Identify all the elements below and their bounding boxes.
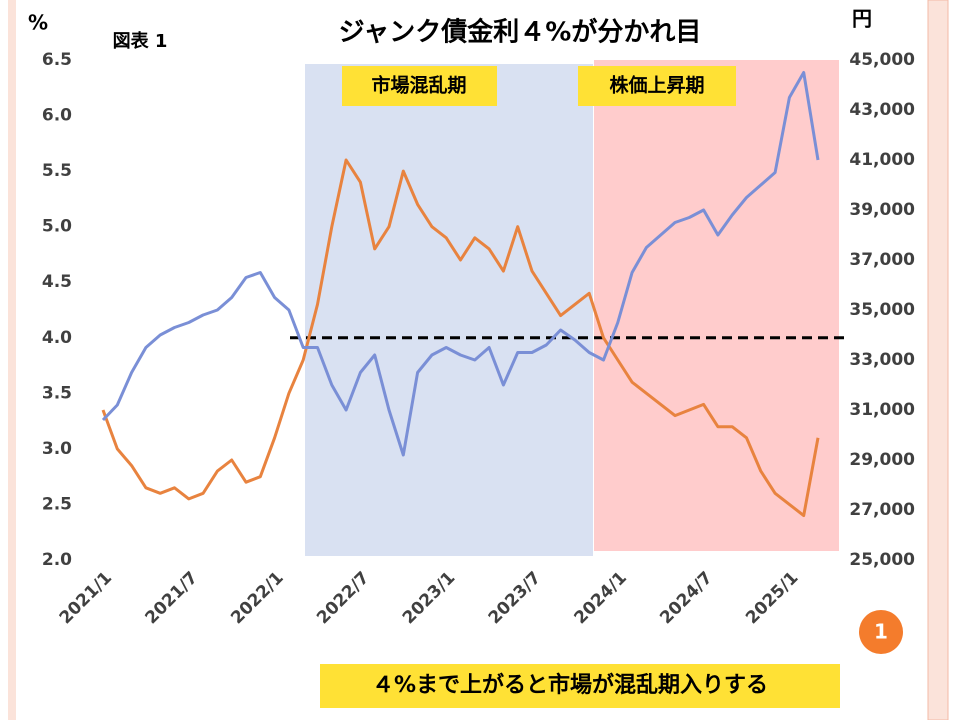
annotation-box [342,66,497,106]
y-axis-label: % [28,11,48,35]
series-line [101,158,820,518]
y2-tick-label: 41,000 [849,150,915,170]
series-line [101,71,820,457]
page-badge [859,610,903,654]
y-tick-label: 5.5 [42,161,72,181]
page-number: 1 [874,620,888,644]
y2-axis-label: 円 [852,7,872,31]
annotation: 株価上昇期 [609,74,704,97]
y2-tick-label: 37,000 [849,250,915,270]
chart-title: ジャンク債金利４%が分かれ目 [339,17,702,48]
caption-box [320,664,840,708]
right-border [927,0,949,721]
y-tick-label: 6.0 [42,106,72,126]
y2-tick-label: 35,000 [849,300,915,320]
y-tick-label: 2.5 [42,494,72,514]
left-border [8,0,16,720]
rally-region [594,60,839,551]
y2-tick-label: 39,000 [849,200,915,220]
y-tick-label: 4.0 [42,328,72,348]
y2-tick-label: 29,000 [849,450,915,470]
y-tick-label: 2.0 [42,550,72,570]
y2-tick-label: 25,000 [849,550,915,570]
turmoil-region [305,64,593,556]
y-tick-label: 3.5 [42,383,72,403]
figure-label: 図表 1 [113,30,168,52]
annotation: 市場混乱期 [371,74,466,97]
y-tick-label: 6.5 [42,50,72,70]
y-tick-label: 5.0 [42,217,72,237]
y2-tick-label: 31,000 [849,400,915,420]
annotation-box [578,66,736,106]
y2-tick-label: 43,000 [849,100,915,120]
caption: ４%まで上がると市場が混乱期入りする [372,672,768,698]
y-tick-label: 4.5 [42,272,72,292]
y2-tick-label: 45,000 [849,50,915,70]
y2-tick-label: 33,000 [849,350,915,370]
y2-tick-label: 27,000 [849,500,915,520]
y-tick-label: 3.0 [42,439,72,459]
